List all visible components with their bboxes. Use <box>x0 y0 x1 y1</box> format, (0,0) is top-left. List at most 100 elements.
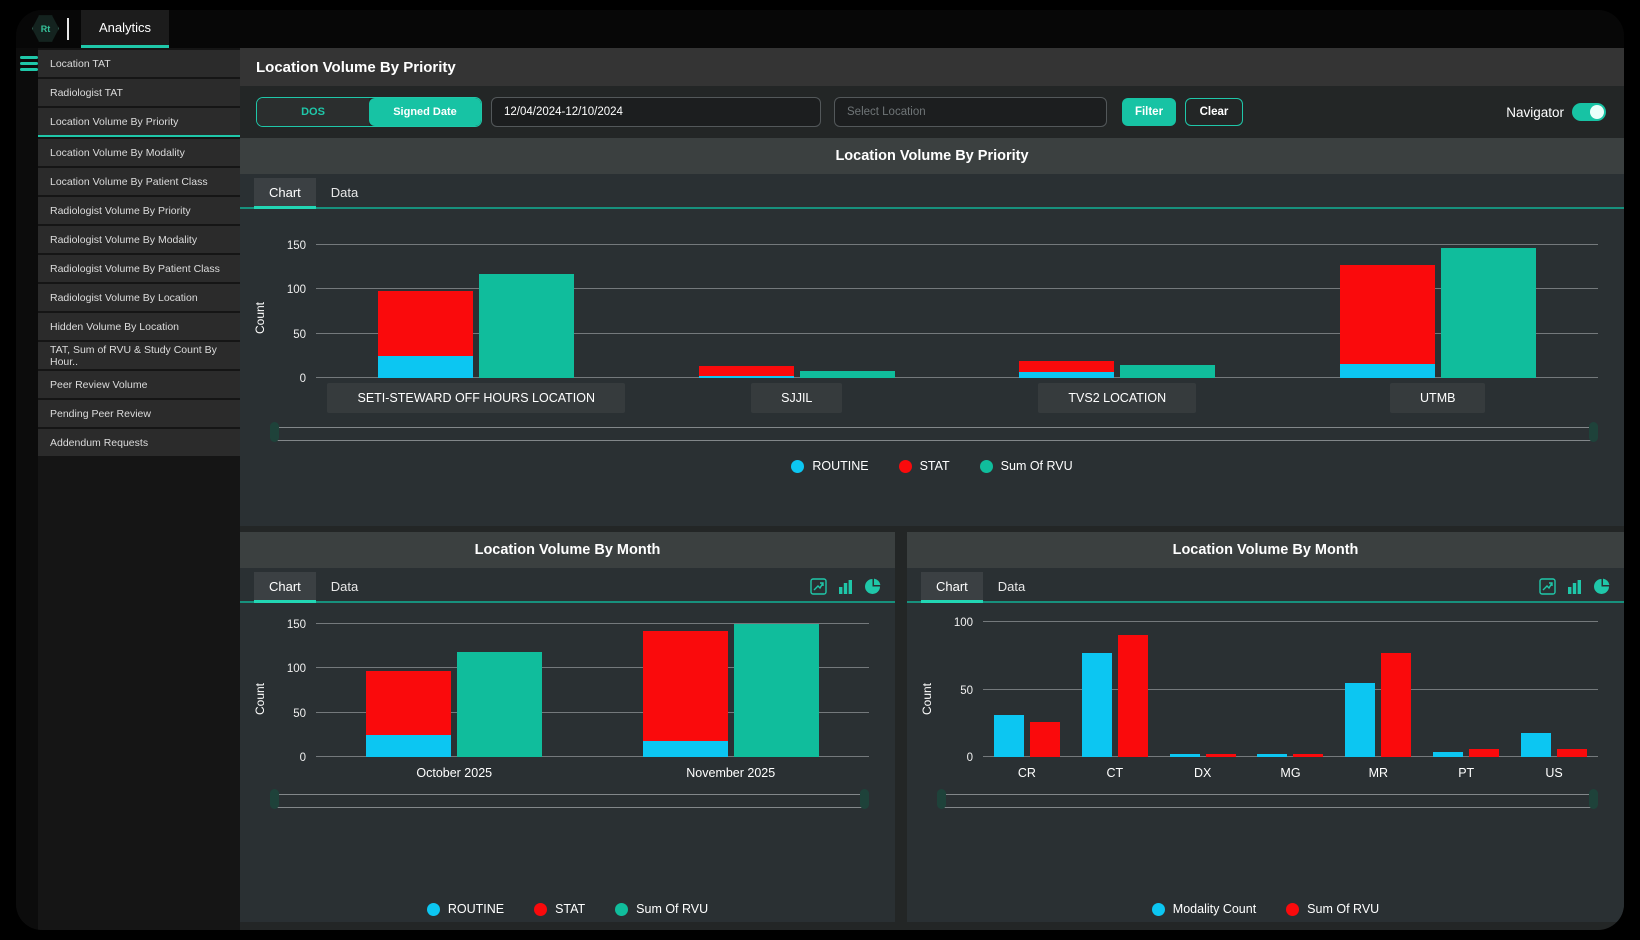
legend-item[interactable]: Sum Of RVU <box>1286 902 1379 916</box>
chart-navigator-scrollbar[interactable] <box>270 422 1598 443</box>
bar[interactable] <box>479 273 575 378</box>
scrollbar-handle-left[interactable] <box>937 789 946 809</box>
bar-segment-stat[interactable] <box>642 631 728 742</box>
bar-segment-sum-of-rvu[interactable] <box>1120 364 1216 378</box>
filter-button[interactable]: Filter <box>1122 98 1176 126</box>
bar[interactable] <box>1169 754 1200 757</box>
bar-segment-sum-of-rvu[interactable] <box>1557 748 1588 757</box>
line-chart-icon[interactable] <box>810 578 827 595</box>
sidebar-item-radiologist-volume-by-priority[interactable]: Radiologist Volume By Priority <box>38 197 240 224</box>
sidebar-item-tat-rvu-study-count[interactable]: TAT, Sum of RVU & Study Count By Hour.. <box>38 342 240 369</box>
bar-segment-sum-of-rvu[interactable] <box>479 273 575 378</box>
bar[interactable] <box>1521 732 1552 757</box>
bar[interactable] <box>1339 264 1435 378</box>
bar[interactable] <box>733 624 819 757</box>
tab-chart[interactable]: Chart <box>254 178 316 209</box>
bar-segment-stat[interactable] <box>366 671 452 735</box>
legend-item[interactable]: Sum Of RVU <box>979 459 1073 473</box>
tab-data[interactable]: Data <box>997 579 1026 594</box>
bar-segment-modality-count[interactable] <box>1081 653 1112 757</box>
bar-segment-stat[interactable] <box>1019 361 1115 372</box>
bar-segment-sum-of-rvu[interactable] <box>1205 754 1236 757</box>
bar[interactable] <box>1029 722 1060 757</box>
legend-item[interactable]: ROUTINE <box>426 902 504 916</box>
sidebar-item-location-volume-by-priority[interactable]: Location Volume By Priority <box>38 108 240 137</box>
toggle-option-signed-date[interactable]: Signed Date <box>369 98 481 126</box>
date-range-input[interactable] <box>491 97 821 127</box>
bar-segment-sum-of-rvu[interactable] <box>799 370 895 378</box>
bar[interactable] <box>698 365 794 378</box>
bar-segment-sum-of-rvu[interactable] <box>1440 247 1536 378</box>
bar[interactable] <box>1120 364 1216 378</box>
bar[interactable] <box>1019 361 1115 378</box>
toggle-option-dos[interactable]: DOS <box>257 98 369 126</box>
bar-segment-stat[interactable] <box>698 365 794 377</box>
bar-segment-sum-of-rvu[interactable] <box>1117 634 1148 757</box>
scrollbar-handle-left[interactable] <box>270 422 279 442</box>
bar[interactable] <box>993 715 1024 757</box>
navigator-toggle[interactable] <box>1572 103 1606 121</box>
bar[interactable] <box>378 291 474 378</box>
bar[interactable] <box>1117 634 1148 757</box>
bar-segment-routine[interactable] <box>366 734 452 757</box>
bar[interactable] <box>1557 748 1588 757</box>
scrollbar-handle-right[interactable] <box>1589 422 1598 442</box>
sidebar-item-radiologist-volume-by-modality[interactable]: Radiologist Volume By Modality <box>38 226 240 253</box>
legend-item[interactable]: Modality Count <box>1151 902 1256 916</box>
bar-segment-routine[interactable] <box>378 355 474 378</box>
scrollbar-handle-right[interactable] <box>1589 789 1598 809</box>
sidebar-item-radiologist-tat[interactable]: Radiologist TAT <box>38 79 240 106</box>
legend-item[interactable]: STAT <box>898 459 950 473</box>
tab-data[interactable]: Data <box>330 185 359 200</box>
bar-segment-modality-count[interactable] <box>1521 732 1552 757</box>
sidebar-item-radiologist-volume-by-location[interactable]: Radiologist Volume By Location <box>38 284 240 311</box>
sidebar-item-pending-peer-review[interactable]: Pending Peer Review <box>38 400 240 427</box>
bar[interactable] <box>1293 754 1324 757</box>
bar[interactable] <box>1081 653 1112 757</box>
bar[interactable] <box>1440 247 1536 378</box>
bar-segment-modality-count[interactable] <box>1257 754 1288 757</box>
bar[interactable] <box>1381 653 1412 757</box>
bar-segment-sum-of-rvu[interactable] <box>1293 754 1324 757</box>
clear-button[interactable]: Clear <box>1185 98 1243 126</box>
bar-segment-stat[interactable] <box>1339 264 1435 364</box>
scrollbar-handle-right[interactable] <box>860 789 869 809</box>
bar[interactable] <box>799 370 895 378</box>
sidebar-item-addendum-requests[interactable]: Addendum Requests <box>38 429 240 456</box>
legend-item[interactable]: ROUTINE <box>791 459 869 473</box>
sidebar-item-location-volume-by-modality[interactable]: Location Volume By Modality <box>38 139 240 166</box>
bar[interactable] <box>1433 751 1464 757</box>
bar-chart-icon[interactable] <box>1566 578 1583 595</box>
bar-segment-modality-count[interactable] <box>1345 682 1376 757</box>
scrollbar-handle-left[interactable] <box>270 789 279 809</box>
bar[interactable] <box>1345 682 1376 757</box>
tab-data[interactable]: Data <box>330 579 359 594</box>
pie-chart-icon[interactable] <box>864 578 881 595</box>
bar[interactable] <box>642 631 728 757</box>
chart-navigator-scrollbar[interactable] <box>270 789 869 810</box>
bar[interactable] <box>1469 748 1500 757</box>
sidebar-item-radiologist-volume-by-patient-class[interactable]: Radiologist Volume By Patient Class <box>38 255 240 282</box>
legend-item[interactable]: Sum Of RVU <box>615 902 708 916</box>
bar[interactable] <box>457 652 543 757</box>
chart-navigator-scrollbar[interactable] <box>937 789 1598 810</box>
bar-segment-routine[interactable] <box>1339 363 1435 378</box>
bar[interactable] <box>1205 754 1236 757</box>
bar-segment-modality-count[interactable] <box>993 715 1024 757</box>
bar-segment-routine[interactable] <box>698 376 794 378</box>
bar-segment-sum-of-rvu[interactable] <box>1029 722 1060 757</box>
bar-segment-stat[interactable] <box>378 291 474 356</box>
sidebar-item-hidden-volume-by-location[interactable]: Hidden Volume By Location <box>38 313 240 340</box>
bar-segment-sum-of-rvu[interactable] <box>733 624 819 757</box>
bar-segment-modality-count[interactable] <box>1433 751 1464 757</box>
bar-chart-icon[interactable] <box>837 578 854 595</box>
tab-chart[interactable]: Chart <box>254 572 316 603</box>
sidebar-item-location-volume-by-patient-class[interactable]: Location Volume By Patient Class <box>38 168 240 195</box>
bar-segment-routine[interactable] <box>1019 371 1115 378</box>
bar[interactable] <box>1257 754 1288 757</box>
bar-segment-sum-of-rvu[interactable] <box>457 652 543 757</box>
pie-chart-icon[interactable] <box>1593 578 1610 595</box>
hamburger-menu-icon[interactable] <box>20 56 38 71</box>
legend-item[interactable]: STAT <box>534 902 585 916</box>
sidebar-item-peer-review-volume[interactable]: Peer Review Volume <box>38 371 240 398</box>
